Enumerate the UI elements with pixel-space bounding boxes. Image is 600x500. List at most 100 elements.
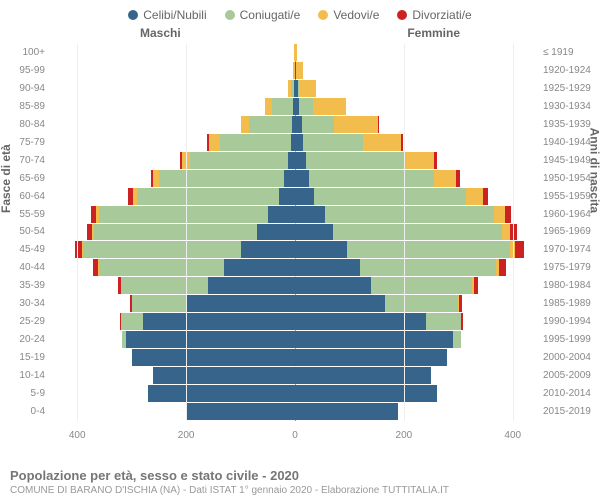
bar-segment xyxy=(494,206,505,223)
female-bar xyxy=(295,62,303,79)
bar-segment xyxy=(299,98,313,115)
bar-segment xyxy=(99,259,224,276)
female-bar xyxy=(295,224,517,241)
birth-label: 1965-1969 xyxy=(543,226,598,237)
bar-segment xyxy=(459,295,462,312)
birth-label: 1935-1939 xyxy=(543,119,598,130)
male-bar xyxy=(148,385,295,402)
male-bar xyxy=(151,170,295,187)
bar-segment xyxy=(295,313,426,330)
bar-segment xyxy=(137,188,279,205)
bar-segment xyxy=(347,241,510,258)
bar-segment xyxy=(474,277,478,294)
bar-segment xyxy=(483,188,488,205)
age-label: 45-49 xyxy=(5,244,45,255)
age-label: 25-29 xyxy=(5,316,45,327)
birth-label: 1940-1944 xyxy=(543,137,598,148)
bar-segment xyxy=(132,349,295,366)
legend-item: Divorziati/e xyxy=(397,8,471,22)
bar-segment xyxy=(456,170,460,187)
age-label: 85-89 xyxy=(5,101,45,112)
age-row: 35-391980-1984 xyxy=(50,277,540,294)
male-bar xyxy=(153,367,295,384)
bar-segment xyxy=(325,206,494,223)
bar-segment xyxy=(295,206,325,223)
age-row: 85-891930-1934 xyxy=(50,98,540,115)
age-label: 70-74 xyxy=(5,155,45,166)
plot-area: 100+≤ 191995-991920-192490-941925-192985… xyxy=(50,44,540,421)
bar-segment xyxy=(284,170,295,187)
female-bar xyxy=(295,385,437,402)
bar-segment xyxy=(153,367,295,384)
age-row: 90-941925-1929 xyxy=(50,80,540,97)
male-bar xyxy=(186,403,295,420)
female-header: Femmine xyxy=(407,26,460,40)
age-row: 65-691950-1954 xyxy=(50,170,540,187)
male-bar xyxy=(118,277,295,294)
age-row: 45-491970-1974 xyxy=(50,241,540,258)
bar-segment xyxy=(303,134,363,151)
bar-segment xyxy=(208,277,295,294)
age-row: 15-192000-2004 xyxy=(50,349,540,366)
age-label: 90-94 xyxy=(5,83,45,94)
age-row: 95-991920-1924 xyxy=(50,62,540,79)
age-label: 5-9 xyxy=(5,388,45,399)
legend-swatch xyxy=(318,10,328,20)
bar-segment xyxy=(295,403,398,420)
age-row: 70-741945-1949 xyxy=(50,152,540,169)
bar-segment xyxy=(94,224,257,241)
grid-line xyxy=(513,44,514,421)
male-bar xyxy=(122,331,295,348)
bar-segment xyxy=(295,170,309,187)
bar-segment xyxy=(295,331,453,348)
legend-item: Coniugati/e xyxy=(225,8,301,22)
age-label: 40-44 xyxy=(5,262,45,273)
bar-segment xyxy=(461,313,463,330)
bar-segment xyxy=(295,134,303,151)
bar-segment xyxy=(453,331,461,348)
age-row: 10-142005-2009 xyxy=(50,367,540,384)
bar-segment xyxy=(295,295,385,312)
bar-segment xyxy=(186,295,295,312)
female-bar xyxy=(295,295,462,312)
male-bar xyxy=(180,152,295,169)
bar-segment xyxy=(302,116,335,133)
bar-segment xyxy=(314,188,466,205)
x-tick: 200 xyxy=(178,430,195,441)
legend-label: Divorziati/e xyxy=(412,8,471,22)
female-bar xyxy=(295,98,346,115)
bar-segment xyxy=(333,224,502,241)
x-tick: 400 xyxy=(504,430,521,441)
age-row: 75-791940-1944 xyxy=(50,134,540,151)
birth-label: 1930-1934 xyxy=(543,101,598,112)
age-row: 40-441975-1979 xyxy=(50,259,540,276)
bar-segment xyxy=(241,241,295,258)
bar-segment xyxy=(401,134,403,151)
bar-segment xyxy=(83,241,241,258)
male-bar xyxy=(128,188,295,205)
age-row: 55-591960-1964 xyxy=(50,206,540,223)
chart-footer: Popolazione per età, sesso e stato civil… xyxy=(10,468,590,496)
bar-segment xyxy=(309,170,434,187)
bar-segment xyxy=(505,206,512,223)
bar-segment xyxy=(295,224,333,241)
female-bar xyxy=(295,152,437,169)
female-bar xyxy=(295,331,461,348)
bar-segment xyxy=(209,134,220,151)
bar-segment xyxy=(378,116,379,133)
female-bar xyxy=(295,259,506,276)
birth-label: 2005-2009 xyxy=(543,370,598,381)
x-axis: 4002000200400 xyxy=(50,426,540,446)
chart-source: COMUNE DI BARANO D'ISCHIA (NA) - Dati IS… xyxy=(10,485,590,496)
age-row: 80-841935-1939 xyxy=(50,116,540,133)
bar-segment xyxy=(190,152,288,169)
legend-swatch xyxy=(128,10,138,20)
chart-title: Popolazione per età, sesso e stato civil… xyxy=(10,468,590,483)
bar-segment xyxy=(121,277,208,294)
bar-segment xyxy=(99,206,268,223)
birth-label: 2010-2014 xyxy=(543,388,598,399)
female-bar xyxy=(295,116,379,133)
x-tick: 400 xyxy=(69,430,86,441)
birth-label: 1975-1979 xyxy=(543,262,598,273)
bar-segment xyxy=(295,277,371,294)
